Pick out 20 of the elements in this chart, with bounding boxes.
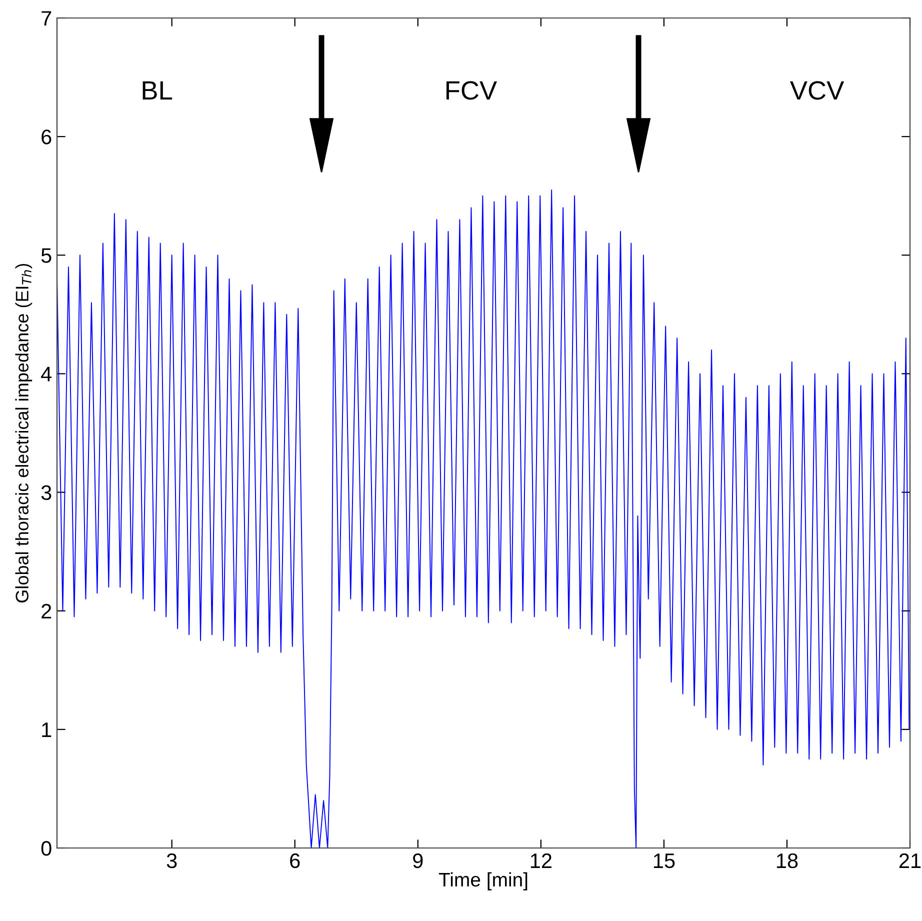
y-tick-label: 7 (42, 11, 52, 26)
y-tick-label: 5 (41, 248, 52, 263)
y-tick-label: 1 (42, 722, 52, 737)
y-tick-label: 0 (41, 841, 52, 856)
y-tick-label: 6 (42, 130, 52, 144)
y-tick-label: 4 (41, 366, 52, 382)
x-tick-label: 9 (413, 853, 423, 868)
x-tick-label: 18 (776, 853, 798, 868)
annotation: FCV (446, 81, 497, 100)
x-tick-label: 21 (899, 853, 921, 868)
y-tick-label: 3 (41, 485, 52, 500)
x-axis-title: Time [min] (438, 872, 528, 890)
x-tick-label: 6 (290, 853, 300, 868)
annotation: VCV (790, 81, 844, 100)
x-tick-label: 15 (654, 854, 675, 868)
x-tick-label: 3 (166, 853, 177, 868)
annotation: BL (142, 81, 172, 100)
y-tick-label: 2 (42, 604, 52, 618)
x-tick-label: 12 (530, 853, 552, 868)
y-axis-title: Global thoracic electrical impedance (EI$_{Th}$) (15, 264, 32, 602)
